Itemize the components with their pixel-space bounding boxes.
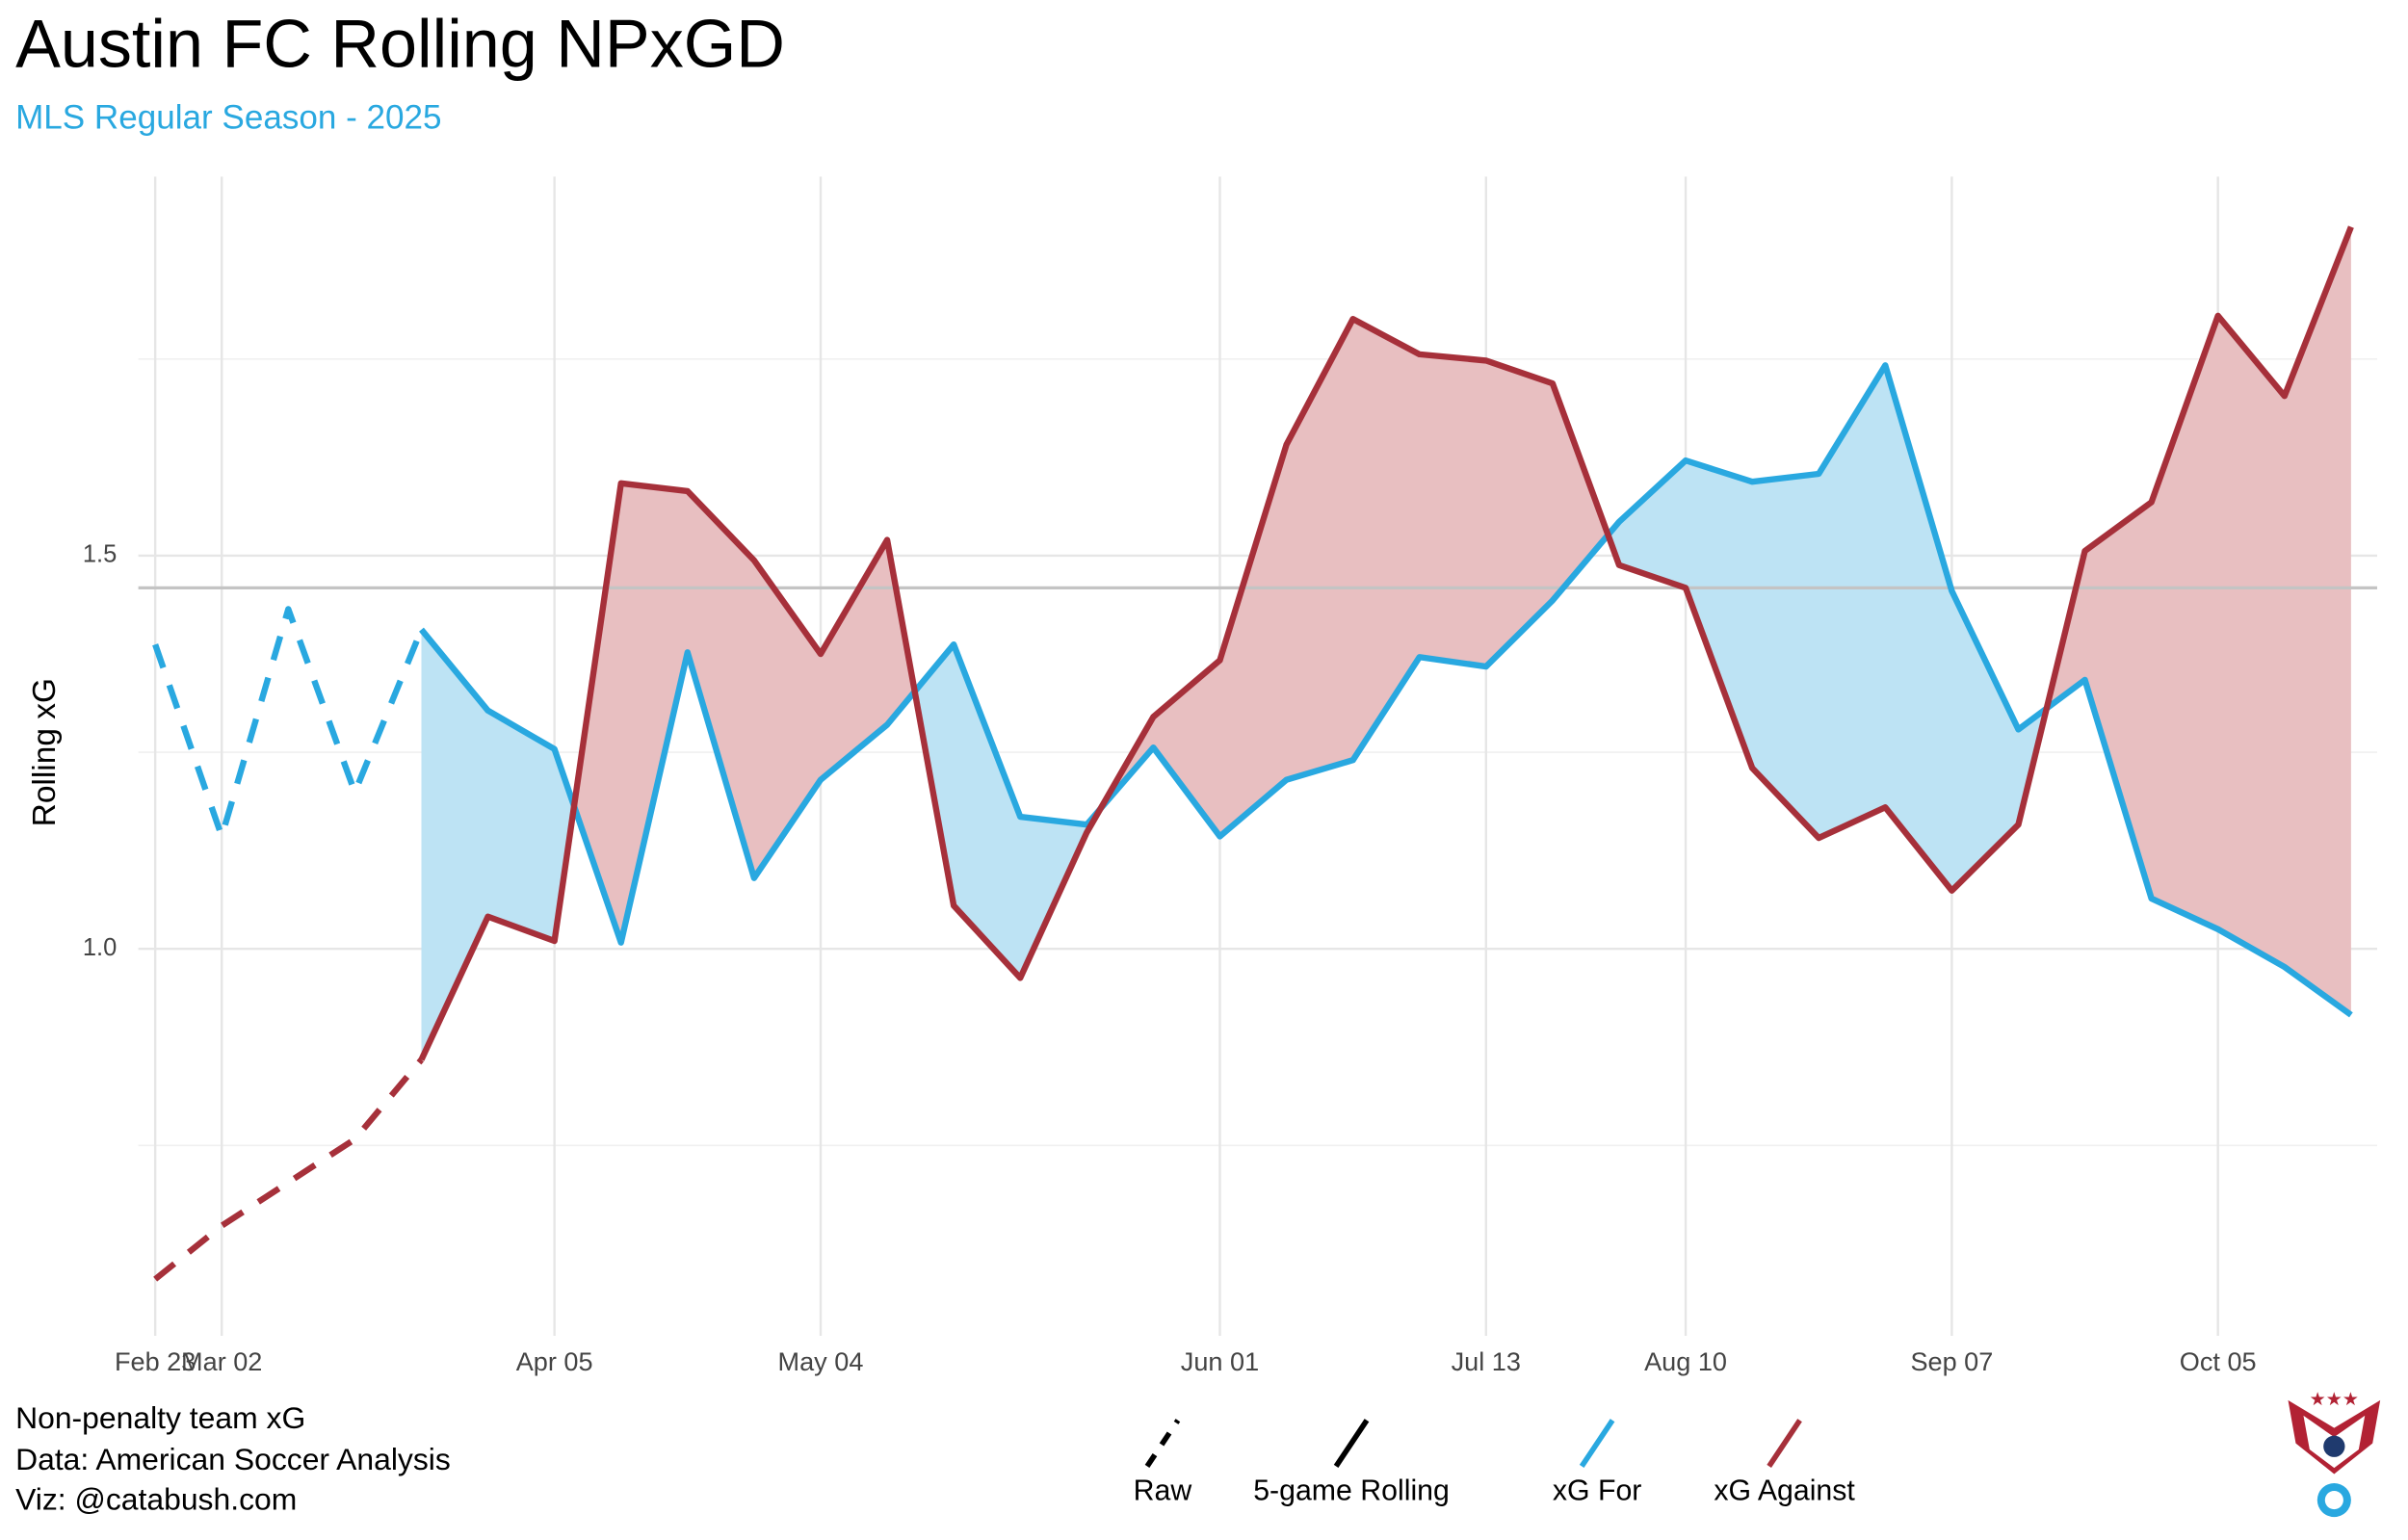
x-tick-label: May 04 bbox=[778, 1346, 864, 1376]
x-tick-label: Feb 23 bbox=[115, 1346, 196, 1376]
legend-key bbox=[1144, 1419, 1181, 1469]
legend-label: 5-game Rolling bbox=[1253, 1475, 1450, 1507]
difference-ribbon bbox=[914, 644, 1101, 979]
y-tick-label: 1.5 bbox=[83, 541, 117, 568]
raw-line bbox=[153, 1057, 424, 1282]
x-tick-label: Mar 02 bbox=[181, 1346, 262, 1376]
legend-key bbox=[1333, 1419, 1370, 1469]
chart-subtitle: MLS Regular Season - 2025 bbox=[15, 99, 441, 137]
rolling-line bbox=[419, 362, 2353, 1018]
x-tick-label: Sep 07 bbox=[1910, 1346, 1993, 1376]
caption: Viz: @catabush.com bbox=[15, 1482, 297, 1517]
difference-ribbon bbox=[1100, 319, 1609, 837]
legend-key bbox=[1767, 1419, 1802, 1469]
svg-text:★★★: ★★★ bbox=[2310, 1390, 2359, 1410]
legend-label: xG For bbox=[1553, 1475, 1642, 1507]
caption: Non-penalty team xG bbox=[15, 1400, 305, 1435]
difference-ribbon bbox=[574, 483, 915, 943]
x-tick-label: Apr 05 bbox=[516, 1346, 593, 1376]
difference-ribbon bbox=[2046, 226, 2351, 1015]
x-tick-label: Oct 05 bbox=[2180, 1346, 2257, 1376]
x-tick-label: Aug 10 bbox=[1644, 1346, 1727, 1376]
rolling-line bbox=[418, 225, 2354, 1061]
difference-ribbon bbox=[1608, 365, 2047, 891]
chart-title: Austin FC Rolling NPxGD bbox=[15, 7, 785, 82]
legend-label: Raw bbox=[1134, 1475, 1192, 1507]
caption: Data: American Soccer Analysis bbox=[15, 1442, 451, 1476]
x-tick-label: Jun 01 bbox=[1181, 1346, 1259, 1376]
legend-key bbox=[1579, 1419, 1615, 1469]
y-tick-label: 1.0 bbox=[83, 934, 117, 961]
y-axis-label: Rolling xG bbox=[27, 678, 63, 826]
logo: ★★★ bbox=[2288, 1390, 2381, 1518]
x-tick-label: Jul 13 bbox=[1452, 1346, 1521, 1376]
raw-line bbox=[152, 606, 425, 840]
legend-label: xG Against bbox=[1714, 1475, 1855, 1507]
difference-ribbon bbox=[421, 629, 575, 1060]
